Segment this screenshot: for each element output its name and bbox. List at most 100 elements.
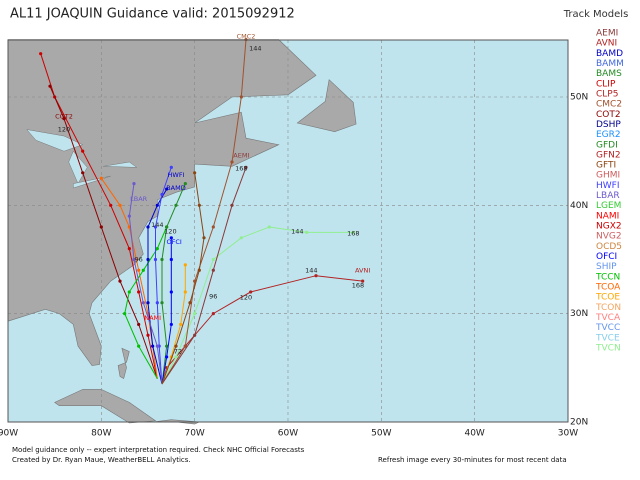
track-label: CMC2	[237, 32, 256, 40]
legend-entry: GHMI	[596, 171, 620, 181]
footer-refresh: Refresh image every 30-minutes for most …	[378, 456, 567, 464]
track-point	[239, 236, 243, 240]
track-point	[174, 355, 178, 359]
track-label: 144	[249, 44, 261, 52]
track-point	[169, 257, 173, 262]
track-point	[137, 290, 141, 294]
legend-entry: BAMM	[596, 59, 624, 69]
landmass	[296, 79, 357, 133]
legend-entry: BAMS	[596, 69, 622, 79]
legend-entry: NGX2	[596, 222, 622, 232]
legend-entry: LGEM	[596, 201, 621, 211]
track-label: LBAR	[130, 195, 148, 203]
legend-title: Track Models	[563, 9, 629, 20]
legend-entry: OCD5	[596, 242, 622, 252]
track-label: 72	[174, 348, 182, 356]
track-point	[132, 182, 136, 186]
track-label: AVNI	[355, 266, 370, 274]
legend-entry: AVNI	[596, 39, 617, 49]
track-label: NAMI	[144, 314, 161, 322]
track-point	[169, 322, 173, 327]
track-label: 168	[347, 229, 359, 237]
track-point	[118, 279, 122, 283]
legend-entry: TCOA	[595, 283, 621, 293]
track-point	[155, 203, 159, 207]
track-point	[81, 149, 85, 153]
landmass	[54, 389, 157, 424]
track-point	[202, 236, 206, 240]
title: AL11 JOAQUIN Guidance valid: 2015092912	[10, 7, 295, 22]
model-track	[100, 177, 158, 379]
grid	[8, 40, 568, 422]
legend-entry: GFTI	[596, 161, 616, 171]
track-label: OFCI	[166, 238, 181, 246]
land	[7, 39, 357, 425]
track-point	[81, 171, 85, 175]
legend-entry: HWFI	[596, 181, 620, 191]
track-point	[146, 257, 150, 262]
track-point	[211, 268, 215, 272]
legend-entry: OFCI	[596, 252, 617, 262]
tracks	[39, 38, 365, 385]
legend-entry: GFDI	[596, 140, 618, 150]
lake	[103, 161, 138, 168]
track-point	[151, 344, 155, 348]
legend-entry: TCOE	[595, 293, 620, 303]
track-point	[153, 225, 158, 229]
legend-entry: TVCN	[595, 343, 621, 353]
track-point	[179, 322, 183, 327]
lon-label: 30W	[558, 429, 578, 439]
track-point	[211, 312, 215, 316]
landmass	[7, 39, 317, 366]
track-point	[137, 322, 141, 327]
track-point	[197, 203, 201, 207]
legend-entry: CMC2	[596, 100, 622, 110]
track-point	[211, 225, 215, 229]
track-point	[361, 279, 365, 283]
track-labels: CMC2 144 COT2 120 AEMI 168 144 168 AVNI 144 168 HWF…	[55, 32, 370, 355]
track-label: 96	[135, 255, 143, 263]
track-point	[160, 192, 164, 197]
track-label: 96	[209, 292, 217, 300]
track-point	[230, 203, 234, 207]
track-point	[141, 268, 145, 272]
track-point	[109, 203, 113, 207]
track-label: HWFI	[168, 171, 185, 179]
model-track	[128, 183, 163, 385]
lat-label: 20N	[570, 417, 588, 427]
legend-entry: GFN2	[596, 150, 621, 160]
track-point	[48, 84, 52, 88]
track-point	[165, 225, 169, 229]
track-label: 144	[291, 227, 303, 235]
track-label: 144	[151, 221, 163, 229]
legend-entry: SHIP	[596, 262, 617, 272]
legend-entry: CLP5	[596, 89, 618, 99]
legend-entry: TVCC	[595, 323, 620, 333]
lake	[26, 129, 84, 152]
track-point	[165, 355, 169, 359]
lat-label: 50N	[570, 93, 588, 103]
track-point	[169, 165, 173, 169]
track-point	[314, 274, 318, 278]
track-point	[305, 230, 309, 234]
track-label: AEMI	[233, 151, 249, 159]
track-point	[169, 236, 173, 240]
legend-entry: LBAR	[596, 191, 620, 201]
legend-entry: BAMD	[596, 49, 623, 59]
legend-entry: DSHP	[596, 120, 621, 130]
track-point	[137, 344, 141, 348]
legend-entry: EGR2	[596, 130, 621, 140]
track-point	[118, 203, 122, 207]
track-point	[155, 344, 159, 348]
track-point	[174, 344, 178, 348]
legend-entry: COT2	[596, 110, 621, 120]
track-label: BAMD	[166, 184, 186, 192]
track-label: 144	[305, 266, 317, 274]
track-point	[137, 268, 141, 272]
track-point	[146, 333, 150, 337]
track-point	[165, 187, 169, 191]
legend-entry: NVG2	[596, 232, 622, 242]
track-point	[239, 95, 243, 99]
legend-entry: TVCE	[595, 333, 620, 343]
